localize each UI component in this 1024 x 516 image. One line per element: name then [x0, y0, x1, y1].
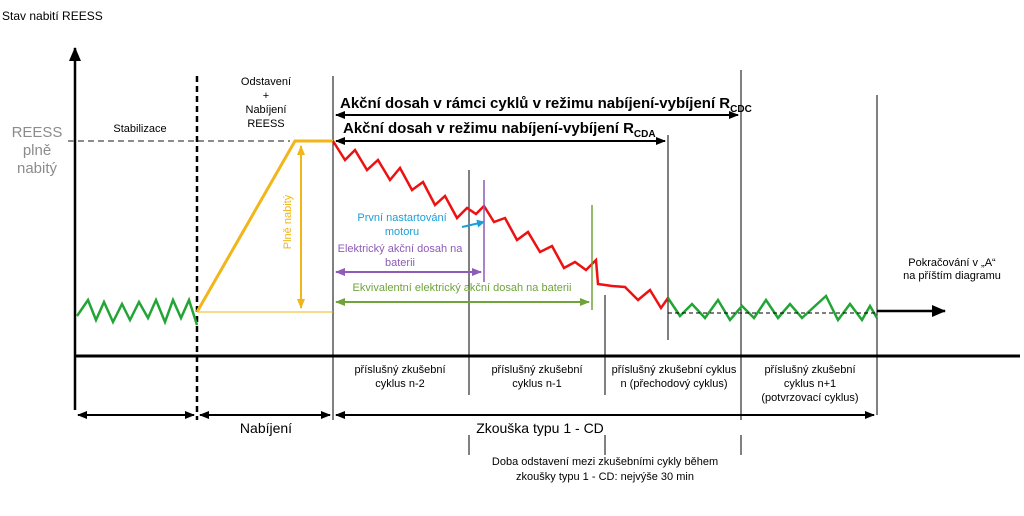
soak-note-1: Doba odstavení mezi zkušebními cykly běh… [492, 456, 718, 468]
cycle-n-plus-1-label-3: (potvrzovací cyklus) [761, 392, 858, 404]
rcdc-label: Akční dosah v rámci cyklů v režimu nabíj… [340, 95, 752, 115]
cycle-n-1-label-1: příslušný zkušební [491, 364, 582, 376]
cycle-n-label-1: příslušný zkušební cyklus [612, 364, 737, 376]
continuation-label-2: na příštím diagramu [903, 270, 1001, 282]
cycle-n-plus-1-label-2: cyklus n+1 [784, 378, 836, 390]
stabilization-label: Stabilizace [113, 123, 166, 135]
soc-charging-ramp [195, 139, 333, 313]
soc-discharge-line [331, 140, 670, 311]
charging-label: Nabíjení [240, 420, 292, 436]
cycle-n-2-label-2: cyklus n-2 [375, 378, 425, 390]
reess-full-label-1: REESS [12, 124, 63, 141]
engine-start-label-1: První nastartování [357, 212, 446, 224]
reess-full-label-3: nabitý [17, 160, 58, 177]
soc-charge-sustaining-line [666, 293, 879, 323]
continuation-label-1: Pokračování v „A“ [908, 257, 996, 269]
cycle-n-1-label-2: cyklus n-1 [512, 378, 562, 390]
cycle-n-label-2: n (přechodový cyklus) [621, 378, 728, 390]
engine-start-pointer-arrow [461, 219, 485, 228]
rcda-label: Akční dosah v režimu nabíjení-vybíjení R… [343, 120, 656, 140]
soc-stabilization-line [75, 296, 199, 326]
engine-start-label-2: motoru [385, 226, 419, 238]
equivalent-range-label: Ekvivalentní elektrický akční dosah na b… [353, 282, 572, 294]
fully-charged-label: Plně nabitý [282, 194, 294, 249]
standstill-label-1: Odstavení [241, 76, 291, 88]
standstill-label-3: Nabíjení [246, 104, 287, 116]
test-label: Zkouška typu 1 - CD [476, 420, 604, 436]
cycle-n-plus-1-label-1: příslušný zkušební [764, 364, 855, 376]
y-axis-title: Stav nabití REESS [2, 9, 103, 23]
electric-range-label-1: Elektrický akční dosah na [338, 243, 464, 255]
electric-range-label-2: baterii [385, 257, 415, 269]
standstill-label-2: + [263, 90, 269, 102]
reess-full-label-2: plně [23, 142, 51, 159]
cycle-n-2-label-1: příslušný zkušební [354, 364, 445, 376]
standstill-label-4: REESS [247, 118, 284, 130]
soak-note-2: zkoušky typu 1 - CD: nejvýše 30 min [516, 471, 694, 483]
